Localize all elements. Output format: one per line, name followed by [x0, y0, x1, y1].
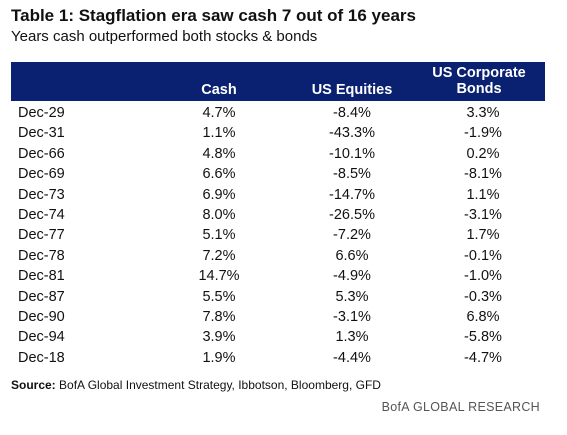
row-label: Dec-74 [18, 206, 65, 223]
table-row: Dec-31 1.1% -43.3% -1.9% [11, 124, 545, 144]
row-label: Dec-78 [18, 247, 65, 264]
cell-us-corporate-bonds: -1.0% [464, 268, 502, 285]
row-label: Dec-31 [18, 125, 65, 142]
table-row: Dec-87 5.5% 5.3% -0.3% [11, 288, 545, 308]
cell-us-equities: -8.4% [333, 105, 371, 121]
cell-us-equities: -43.3% [329, 125, 375, 142]
cell-us-corporate-bonds: -0.3% [464, 288, 502, 305]
row-label: Dec-66 [18, 145, 65, 162]
cell-us-corporate-bonds: 0.2% [466, 145, 500, 162]
table-row: Dec-90 7.8% -3.1% 6.8% [11, 308, 545, 328]
cell-us-corporate-bonds: -5.8% [464, 329, 502, 346]
cell-cash: 5.1% [202, 227, 236, 244]
table-row: Dec-94 3.9% 1.3% -5.8% [11, 328, 545, 348]
cell-us-equities: -8.5% [333, 166, 371, 183]
row-label: Dec-87 [18, 288, 65, 305]
source-label: Source: [11, 378, 56, 392]
cell-us-equities: 5.3% [335, 288, 369, 305]
cell-us-equities: -4.4% [333, 349, 371, 366]
table-row: Dec-77 5.1% -7.2% 1.7% [11, 226, 545, 246]
cell-us-equities: -26.5% [329, 206, 375, 223]
cell-cash: 1.1% [202, 125, 236, 142]
header-us-corporate-bonds: US Corporate Bonds [432, 65, 526, 97]
table-row: Dec-81 14.7% -4.9% -1.0% [11, 267, 545, 287]
cell-us-equities: 1.3% [335, 329, 369, 346]
row-label: Dec-73 [18, 186, 65, 203]
cell-cash: 4.8% [202, 145, 236, 162]
table-header: Cash US Equities US Corporate Bonds [11, 62, 545, 101]
cell-cash: 1.9% [202, 349, 236, 366]
cell-us-corporate-bonds: -0.1% [464, 247, 502, 264]
cell-us-equities: -10.1% [329, 145, 375, 162]
table-title: Table 1: Stagflation era saw cash 7 out … [11, 6, 416, 25]
row-label: Dec-94 [18, 329, 65, 346]
cell-us-corporate-bonds: 3.3% [466, 105, 500, 121]
table-body: Dec-29 4.7% -8.4% 3.3% Dec-31 1.1% -43.3% -1.9%… [11, 104, 545, 369]
row-label: Dec-81 [18, 268, 65, 285]
header-us-equities: US Equities [311, 82, 393, 98]
header-cash: Cash [201, 82, 237, 98]
row-label: Dec-69 [18, 166, 65, 183]
cell-us-corporate-bonds: -3.1% [464, 206, 502, 223]
cell-cash: 7.2% [202, 247, 236, 264]
cell-us-corporate-bonds: -4.7% [464, 349, 502, 366]
table-subtitle: Years cash outperformed both stocks & bo… [11, 28, 318, 45]
cell-cash: 3.9% [202, 329, 236, 346]
table-row: Dec-69 6.6% -8.5% -8.1% [11, 165, 545, 185]
cell-cash: 6.9% [202, 186, 236, 203]
cell-us-equities: -14.7% [329, 186, 375, 203]
cell-us-equities: -7.2% [333, 227, 371, 244]
cell-cash: 5.5% [202, 288, 236, 305]
row-label: Dec-29 [18, 105, 65, 121]
cell-cash: 4.7% [202, 105, 236, 121]
source-text: BofA Global Investment Strategy, Ibbotso… [55, 378, 381, 392]
cell-us-corporate-bonds: -1.9% [464, 125, 502, 142]
cell-us-corporate-bonds: 6.8% [466, 308, 500, 325]
cell-us-equities: -3.1% [333, 308, 371, 325]
brand-label: BofA GLOBAL RESEARCH [381, 400, 540, 414]
cell-cash: 6.6% [202, 166, 236, 183]
row-label: Dec-18 [18, 349, 65, 366]
table-row: Dec-74 8.0% -26.5% -3.1% [11, 206, 545, 226]
cell-us-equities: 6.6% [335, 247, 369, 264]
row-label: Dec-90 [18, 308, 65, 325]
table-row: Dec-66 4.8% -10.1% 0.2% [11, 145, 545, 165]
cell-us-equities: -4.9% [333, 268, 371, 285]
table-row: Dec-18 1.9% -4.4% -4.7% [11, 349, 545, 369]
table-row: Dec-73 6.9% -14.7% 1.1% [11, 186, 545, 206]
source-note: Source: BofA Global Investment Strategy,… [11, 378, 381, 392]
cell-us-corporate-bonds: 1.1% [466, 186, 500, 203]
table-row: Dec-78 7.2% 6.6% -0.1% [11, 247, 545, 267]
cell-us-corporate-bonds: 1.7% [466, 227, 500, 244]
cell-us-corporate-bonds: -8.1% [464, 166, 502, 183]
cell-cash: 7.8% [202, 308, 236, 325]
cell-cash: 8.0% [202, 206, 236, 223]
table-row: Dec-29 4.7% -8.4% 3.3% [11, 104, 545, 124]
row-label: Dec-77 [18, 227, 65, 244]
cell-cash: 14.7% [198, 268, 240, 285]
